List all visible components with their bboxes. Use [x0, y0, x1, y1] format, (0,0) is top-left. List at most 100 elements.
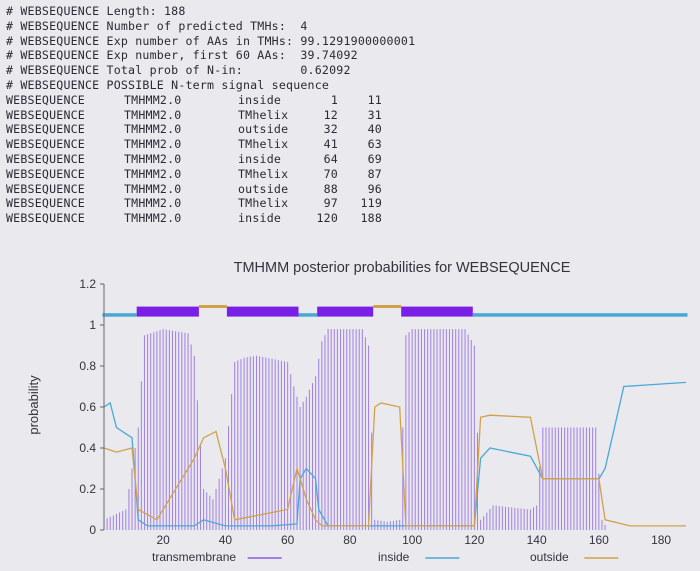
- location: inside: [238, 151, 282, 166]
- location: TMhelix: [238, 166, 289, 181]
- topology-row: WEBSEQUENCE TMHMM2.0 TMhelix 70 87: [6, 167, 696, 182]
- header-line: # WEBSEQUENCE Length: 188: [6, 4, 186, 18]
- legend-label-outside: outside: [530, 550, 569, 564]
- topology-row: WEBSEQUENCE TMHMM2.0 inside 1 11: [6, 93, 696, 108]
- y-axis-label: probability: [26, 375, 41, 435]
- program-name: TMHMM2.0: [124, 92, 182, 107]
- series-line-outside: [103, 402, 686, 527]
- program-name: TMHMM2.0: [124, 137, 182, 152]
- program-name: TMHMM2.0: [124, 166, 182, 181]
- sequence-id: WEBSEQUENCE: [6, 211, 85, 226]
- location: TMhelix: [238, 196, 289, 211]
- probability-lines: [103, 381, 687, 527]
- location: outside: [238, 181, 289, 196]
- sequence-id: WEBSEQUENCE: [6, 122, 85, 137]
- y-tick-label: 1.2: [79, 277, 96, 291]
- y-tick-label: 0: [89, 523, 96, 537]
- header-line: # WEBSEQUENCE Total prob of N-in: 0.6209…: [6, 63, 351, 78]
- topology-row: WEBSEQUENCE TMHMM2.0 outside 88 96: [6, 182, 696, 197]
- start-position: 64: [323, 151, 338, 166]
- header-line: # WEBSEQUENCE Exp number, first 60 AAs: …: [6, 48, 358, 63]
- start-position: 88: [323, 181, 338, 196]
- topology-segment-transmembrane: [226, 306, 299, 317]
- topology-segment-inside: [472, 313, 688, 317]
- end-position: 11: [367, 92, 382, 107]
- x-tick-label: 100: [402, 533, 422, 547]
- topology-row: WEBSEQUENCE TMHMM2.0 inside 64 69: [6, 152, 696, 167]
- end-position: 40: [367, 122, 382, 137]
- topology-row: WEBSEQUENCE TMHMM2.0 TMhelix 41 63: [6, 137, 696, 152]
- start-position: 1: [330, 92, 338, 107]
- y-tick-label: 1: [89, 318, 96, 332]
- x-tick-label: 60: [281, 533, 295, 547]
- x-tick-label: 80: [343, 533, 357, 547]
- end-position: 87: [367, 166, 382, 181]
- location: TMhelix: [238, 107, 289, 122]
- tmhmm-text-output: # WEBSEQUENCE Length: 188 # WEBSEQUENCE N…: [6, 4, 696, 226]
- topology-segment-inside: [298, 313, 318, 317]
- end-position: 96: [367, 181, 382, 196]
- location: outside: [238, 122, 289, 137]
- sequence-id: WEBSEQUENCE: [6, 92, 85, 107]
- legend: transmembrane inside outside: [152, 550, 619, 564]
- location: inside: [238, 92, 282, 107]
- y-tick-label: 0.2: [79, 482, 96, 496]
- topology-row: WEBSEQUENCE TMHMM2.0 TMhelix 97 119: [6, 196, 696, 211]
- start-position: 70: [323, 166, 338, 181]
- program-name: TMHMM2.0: [124, 122, 182, 137]
- location: TMhelix: [238, 137, 289, 152]
- sequence-id: WEBSEQUENCE: [6, 181, 85, 196]
- topology-segment-outside: [198, 305, 227, 308]
- header-line: # WEBSEQUENCE Exp number of AAs in TMHs:…: [6, 33, 416, 48]
- sequence-id: WEBSEQUENCE: [6, 107, 85, 122]
- topology-row: WEBSEQUENCE TMHMM2.0 TMhelix 12 31: [6, 108, 696, 123]
- topology-segment-transmembrane: [317, 306, 374, 317]
- header-line: # WEBSEQUENCE Number of predicted TMHs: …: [6, 18, 308, 33]
- end-position: 63: [367, 137, 382, 152]
- start-position: 120: [316, 211, 338, 226]
- start-position: 32: [323, 122, 338, 137]
- program-name: TMHMM2.0: [124, 211, 182, 226]
- start-position: 97: [323, 196, 338, 211]
- y-tick-label: 0.8: [79, 359, 96, 373]
- sequence-id: WEBSEQUENCE: [6, 137, 85, 152]
- topology-bar: [102, 305, 688, 317]
- x-tick-label: 180: [651, 533, 671, 547]
- location: inside: [238, 211, 282, 226]
- start-position: 12: [323, 107, 338, 122]
- y-tick-label: 0.4: [79, 441, 96, 455]
- end-position: 119: [360, 196, 382, 211]
- x-tick-label: 20: [156, 533, 170, 547]
- end-position: 31: [367, 107, 382, 122]
- topology-segment-transmembrane: [136, 306, 199, 317]
- transmembrane-bars: [103, 329, 606, 530]
- topology-row: WEBSEQUENCE TMHMM2.0 inside 120 188: [6, 211, 696, 226]
- series-line-inside: [103, 381, 687, 527]
- program-name: TMHMM2.0: [124, 107, 182, 122]
- header-line: # WEBSEQUENCE POSSIBLE N-term signal seq…: [6, 77, 330, 92]
- x-tick-label: 120: [464, 533, 484, 547]
- sequence-id: WEBSEQUENCE: [6, 151, 85, 166]
- y-tick-label: 0.6: [79, 400, 96, 414]
- sequence-id: WEBSEQUENCE: [6, 196, 85, 211]
- topology-row: WEBSEQUENCE TMHMM2.0 outside 32 40: [6, 122, 696, 137]
- legend-label-transmembrane: transmembrane: [152, 550, 236, 564]
- program-name: TMHMM2.0: [124, 151, 182, 166]
- posterior-probability-chart: TMHMM posterior probabilities for WEBSEQ…: [26, 260, 688, 564]
- topology-segment-outside: [373, 305, 402, 308]
- program-name: TMHMM2.0: [124, 196, 182, 211]
- end-position: 188: [360, 211, 382, 226]
- program-name: TMHMM2.0: [124, 181, 182, 196]
- sequence-id: WEBSEQUENCE: [6, 166, 85, 181]
- x-tick-label: 40: [219, 533, 233, 547]
- chart-title: TMHMM posterior probabilities for WEBSEQ…: [234, 260, 571, 276]
- end-position: 69: [367, 151, 382, 166]
- x-tick-label: 140: [527, 533, 547, 547]
- axes: 0 0.2 0.4 0.6 0.8 1 1.2 20 40 60 80 100 120 140 160 180: [79, 277, 671, 547]
- start-position: 41: [323, 137, 338, 152]
- legend-label-inside: inside: [378, 550, 410, 564]
- topology-segment-transmembrane: [401, 306, 473, 317]
- x-tick-label: 160: [589, 533, 609, 547]
- topology-segment-inside: [102, 313, 137, 317]
